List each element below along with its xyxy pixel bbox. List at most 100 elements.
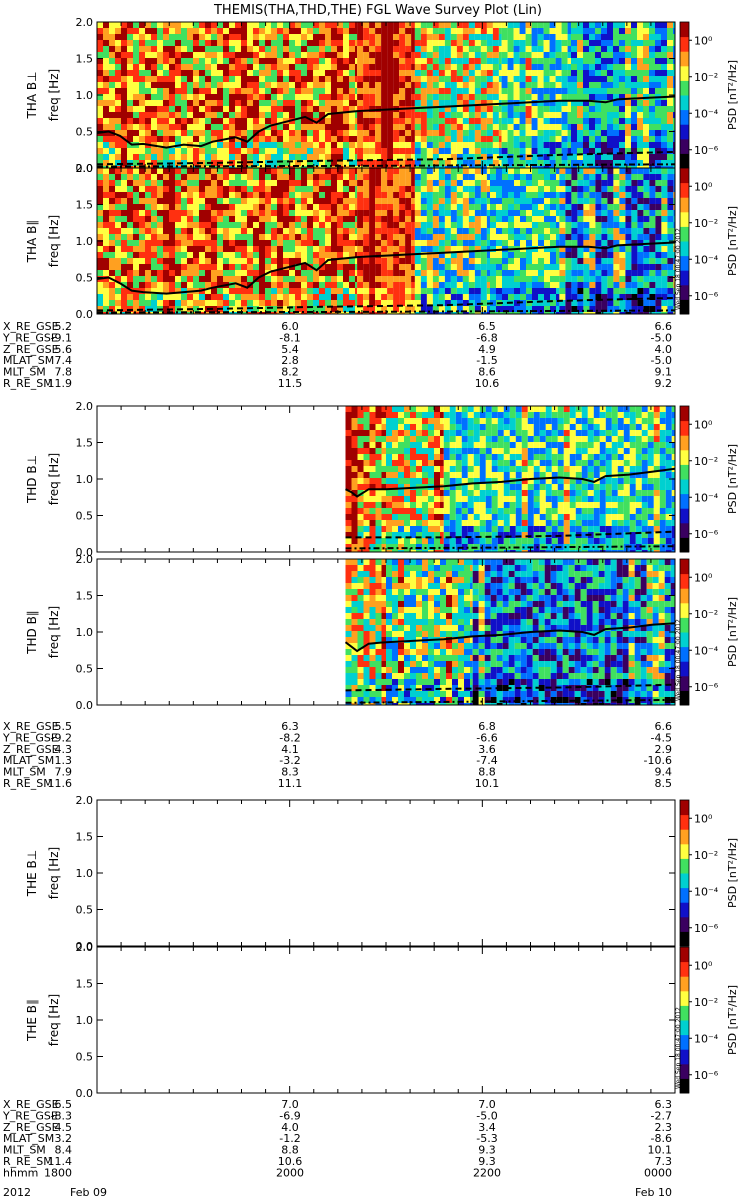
psd-cell — [187, 300, 193, 306]
psd-cell — [444, 118, 451, 124]
psd-cell — [265, 40, 271, 46]
psd-cell — [369, 106, 376, 112]
psd-cell — [619, 192, 626, 198]
psd-cell — [127, 300, 133, 306]
psd-cell — [289, 154, 295, 160]
psd-cell — [631, 180, 638, 186]
psd-cell — [532, 168, 538, 174]
psd-cell — [399, 174, 406, 180]
psd-cell — [355, 34, 358, 40]
psd-cell — [432, 106, 439, 112]
psd-cell — [387, 240, 394, 246]
psd-cell — [438, 142, 445, 148]
psd-cell — [283, 282, 289, 288]
psd-cell — [544, 252, 550, 258]
psd-cell — [631, 282, 638, 288]
psd-cell — [525, 94, 532, 100]
psd-cell — [337, 234, 343, 240]
psd-cell — [259, 148, 265, 154]
psd-cell — [480, 142, 487, 148]
psd-cell — [399, 154, 406, 160]
psd-cell — [319, 58, 325, 64]
psd-cell — [375, 148, 382, 154]
psd-cell — [313, 312, 319, 314]
psd-cell — [631, 46, 637, 52]
psd-cell — [426, 306, 433, 312]
psd-cell — [331, 186, 337, 192]
psd-cell — [229, 294, 235, 300]
psd-cell — [393, 240, 400, 246]
psd-cell — [595, 246, 602, 252]
psd-cell — [559, 234, 566, 240]
psd-cell — [181, 130, 187, 136]
psd-cell — [456, 58, 463, 64]
psd-cell — [145, 148, 151, 154]
psd-cell — [223, 246, 229, 252]
psd-cell — [444, 210, 451, 216]
psd-cell — [631, 88, 637, 94]
psd-cell — [480, 22, 487, 28]
psd-cell — [145, 186, 151, 192]
psd-cell — [426, 166, 433, 168]
psd-cell — [193, 100, 199, 106]
psd-cell — [543, 76, 550, 82]
psd-cell — [193, 28, 199, 34]
psd-cell — [399, 246, 406, 252]
psd-cell — [601, 270, 608, 276]
psd-cell — [589, 28, 595, 34]
psd-cell — [619, 264, 626, 270]
psd-cell — [462, 148, 469, 154]
psd-cell — [145, 82, 151, 88]
psd-cell — [151, 154, 157, 160]
psd-cell — [514, 276, 520, 282]
psd-cell — [420, 210, 427, 216]
psd-cell — [193, 216, 199, 222]
psd-cell — [555, 136, 562, 142]
psd-cell — [432, 28, 439, 34]
psd-cell — [571, 288, 578, 294]
psd-cell — [631, 94, 637, 100]
psd-cell — [363, 312, 370, 314]
psd-cell — [444, 64, 451, 70]
psd-cell — [235, 276, 241, 282]
psd-cell — [405, 258, 412, 264]
psd-cell — [387, 198, 394, 204]
psd-cell — [193, 22, 199, 28]
psd-cell — [444, 192, 451, 198]
psd-cell — [313, 160, 319, 166]
psd-cell — [247, 264, 253, 270]
psd-cell — [163, 124, 169, 130]
psd-cell — [631, 246, 638, 252]
psd-cell — [115, 46, 121, 52]
psd-cell — [175, 258, 181, 264]
psd-cell — [199, 216, 205, 222]
psd-cell — [567, 112, 571, 118]
psd-cell — [211, 148, 217, 154]
psd-cell — [145, 312, 151, 314]
psd-cell — [543, 106, 550, 112]
psd-cell — [532, 312, 538, 314]
psd-cell — [157, 192, 163, 198]
psd-cell — [531, 154, 538, 160]
psd-cell — [331, 258, 337, 264]
psd-cell — [589, 168, 596, 174]
psd-cell — [229, 246, 235, 252]
psd-cell — [375, 136, 382, 142]
psd-cell — [405, 94, 412, 100]
psd-cell — [507, 166, 514, 168]
psd-cell — [307, 222, 313, 228]
psd-cell — [399, 112, 406, 118]
psd-cell — [420, 76, 427, 82]
psd-cell — [337, 180, 343, 186]
psd-cell — [649, 136, 655, 142]
psd-cell — [289, 198, 295, 204]
psd-cell — [295, 148, 301, 154]
psd-cell — [289, 306, 295, 312]
psd-cell — [235, 240, 241, 246]
psd-cell — [450, 82, 457, 88]
psd-cell — [387, 192, 394, 198]
psd-cell — [265, 282, 271, 288]
psd-cell — [393, 288, 400, 294]
psd-cell — [661, 46, 667, 52]
psd-cell — [625, 270, 632, 276]
